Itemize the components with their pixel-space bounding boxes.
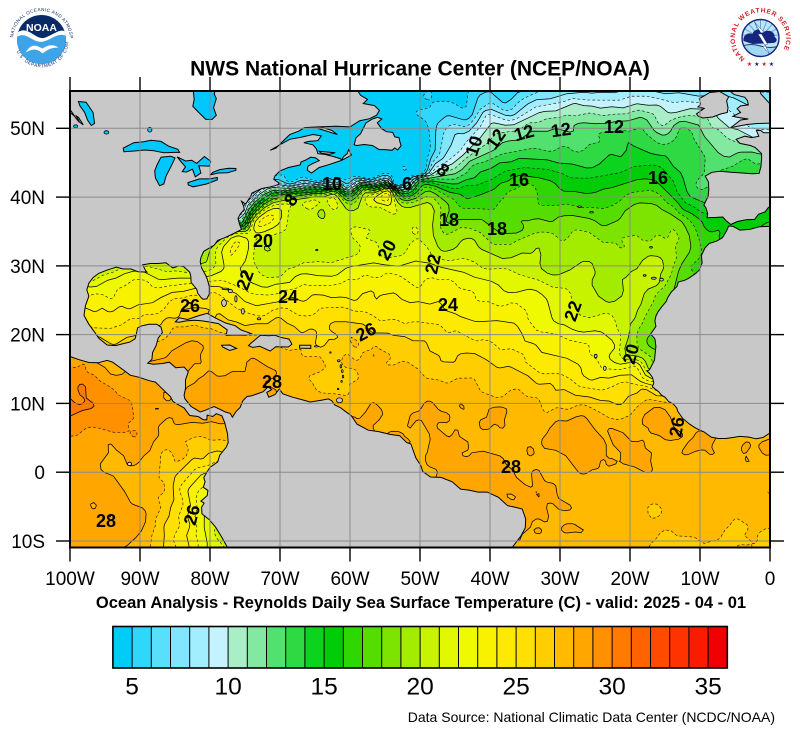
svg-text:12: 12 bbox=[604, 117, 624, 137]
svg-text:60W: 60W bbox=[330, 569, 369, 590]
svg-text:5: 5 bbox=[125, 674, 139, 701]
svg-text:25: 25 bbox=[502, 674, 529, 701]
svg-text:18: 18 bbox=[439, 210, 459, 230]
svg-text:22: 22 bbox=[421, 252, 445, 276]
svg-text:★: ★ bbox=[762, 61, 767, 68]
svg-text:18: 18 bbox=[487, 219, 507, 239]
svg-text:100W: 100W bbox=[45, 569, 95, 590]
svg-text:70W: 70W bbox=[260, 569, 299, 590]
svg-text:NOAA: NOAA bbox=[26, 22, 57, 34]
svg-text:24: 24 bbox=[278, 287, 298, 307]
svg-text:Data Source: National Climatic: Data Source: National Climatic Data Cent… bbox=[408, 709, 775, 725]
svg-text:6: 6 bbox=[402, 174, 412, 194]
svg-text:★: ★ bbox=[754, 61, 759, 68]
svg-text:90W: 90W bbox=[120, 569, 159, 590]
svg-text:28: 28 bbox=[262, 372, 282, 392]
svg-text:80W: 80W bbox=[190, 569, 229, 590]
svg-text:30W: 30W bbox=[540, 569, 579, 590]
svg-text:26: 26 bbox=[665, 415, 688, 438]
svg-text:10N: 10N bbox=[10, 394, 45, 415]
svg-text:24: 24 bbox=[438, 295, 458, 315]
svg-text:NWS National Hurricane Center: NWS National Hurricane Center (NCEP/NOAA… bbox=[190, 58, 650, 81]
svg-text:0: 0 bbox=[34, 463, 45, 484]
svg-text:28: 28 bbox=[96, 511, 116, 531]
svg-text:30N: 30N bbox=[10, 257, 45, 278]
svg-text:12: 12 bbox=[550, 119, 573, 142]
svg-text:20: 20 bbox=[253, 231, 273, 251]
svg-text:40N: 40N bbox=[10, 188, 45, 209]
svg-text:15: 15 bbox=[310, 674, 337, 701]
svg-text:26: 26 bbox=[180, 296, 200, 316]
svg-text:40W: 40W bbox=[470, 569, 509, 590]
svg-text:50N: 50N bbox=[10, 119, 45, 140]
svg-text:10S: 10S bbox=[11, 532, 45, 553]
svg-text:16: 16 bbox=[648, 168, 668, 188]
svg-text:50W: 50W bbox=[400, 569, 439, 590]
svg-text:20W: 20W bbox=[610, 569, 649, 590]
svg-text:10: 10 bbox=[322, 174, 342, 194]
svg-text:16: 16 bbox=[509, 170, 529, 190]
svg-text:20N: 20N bbox=[10, 326, 45, 347]
svg-text:10: 10 bbox=[214, 674, 241, 701]
svg-text:20: 20 bbox=[406, 674, 433, 701]
svg-text:0: 0 bbox=[765, 569, 776, 590]
svg-text:★: ★ bbox=[769, 61, 774, 68]
svg-text:30: 30 bbox=[598, 674, 625, 701]
svg-text:Ocean Analysis - Reynolds Dail: Ocean Analysis - Reynolds Daily Sea Surf… bbox=[96, 594, 746, 612]
svg-text:35: 35 bbox=[694, 674, 721, 701]
svg-text:10W: 10W bbox=[680, 569, 719, 590]
svg-text:★: ★ bbox=[747, 61, 752, 68]
svg-text:28: 28 bbox=[501, 457, 521, 477]
